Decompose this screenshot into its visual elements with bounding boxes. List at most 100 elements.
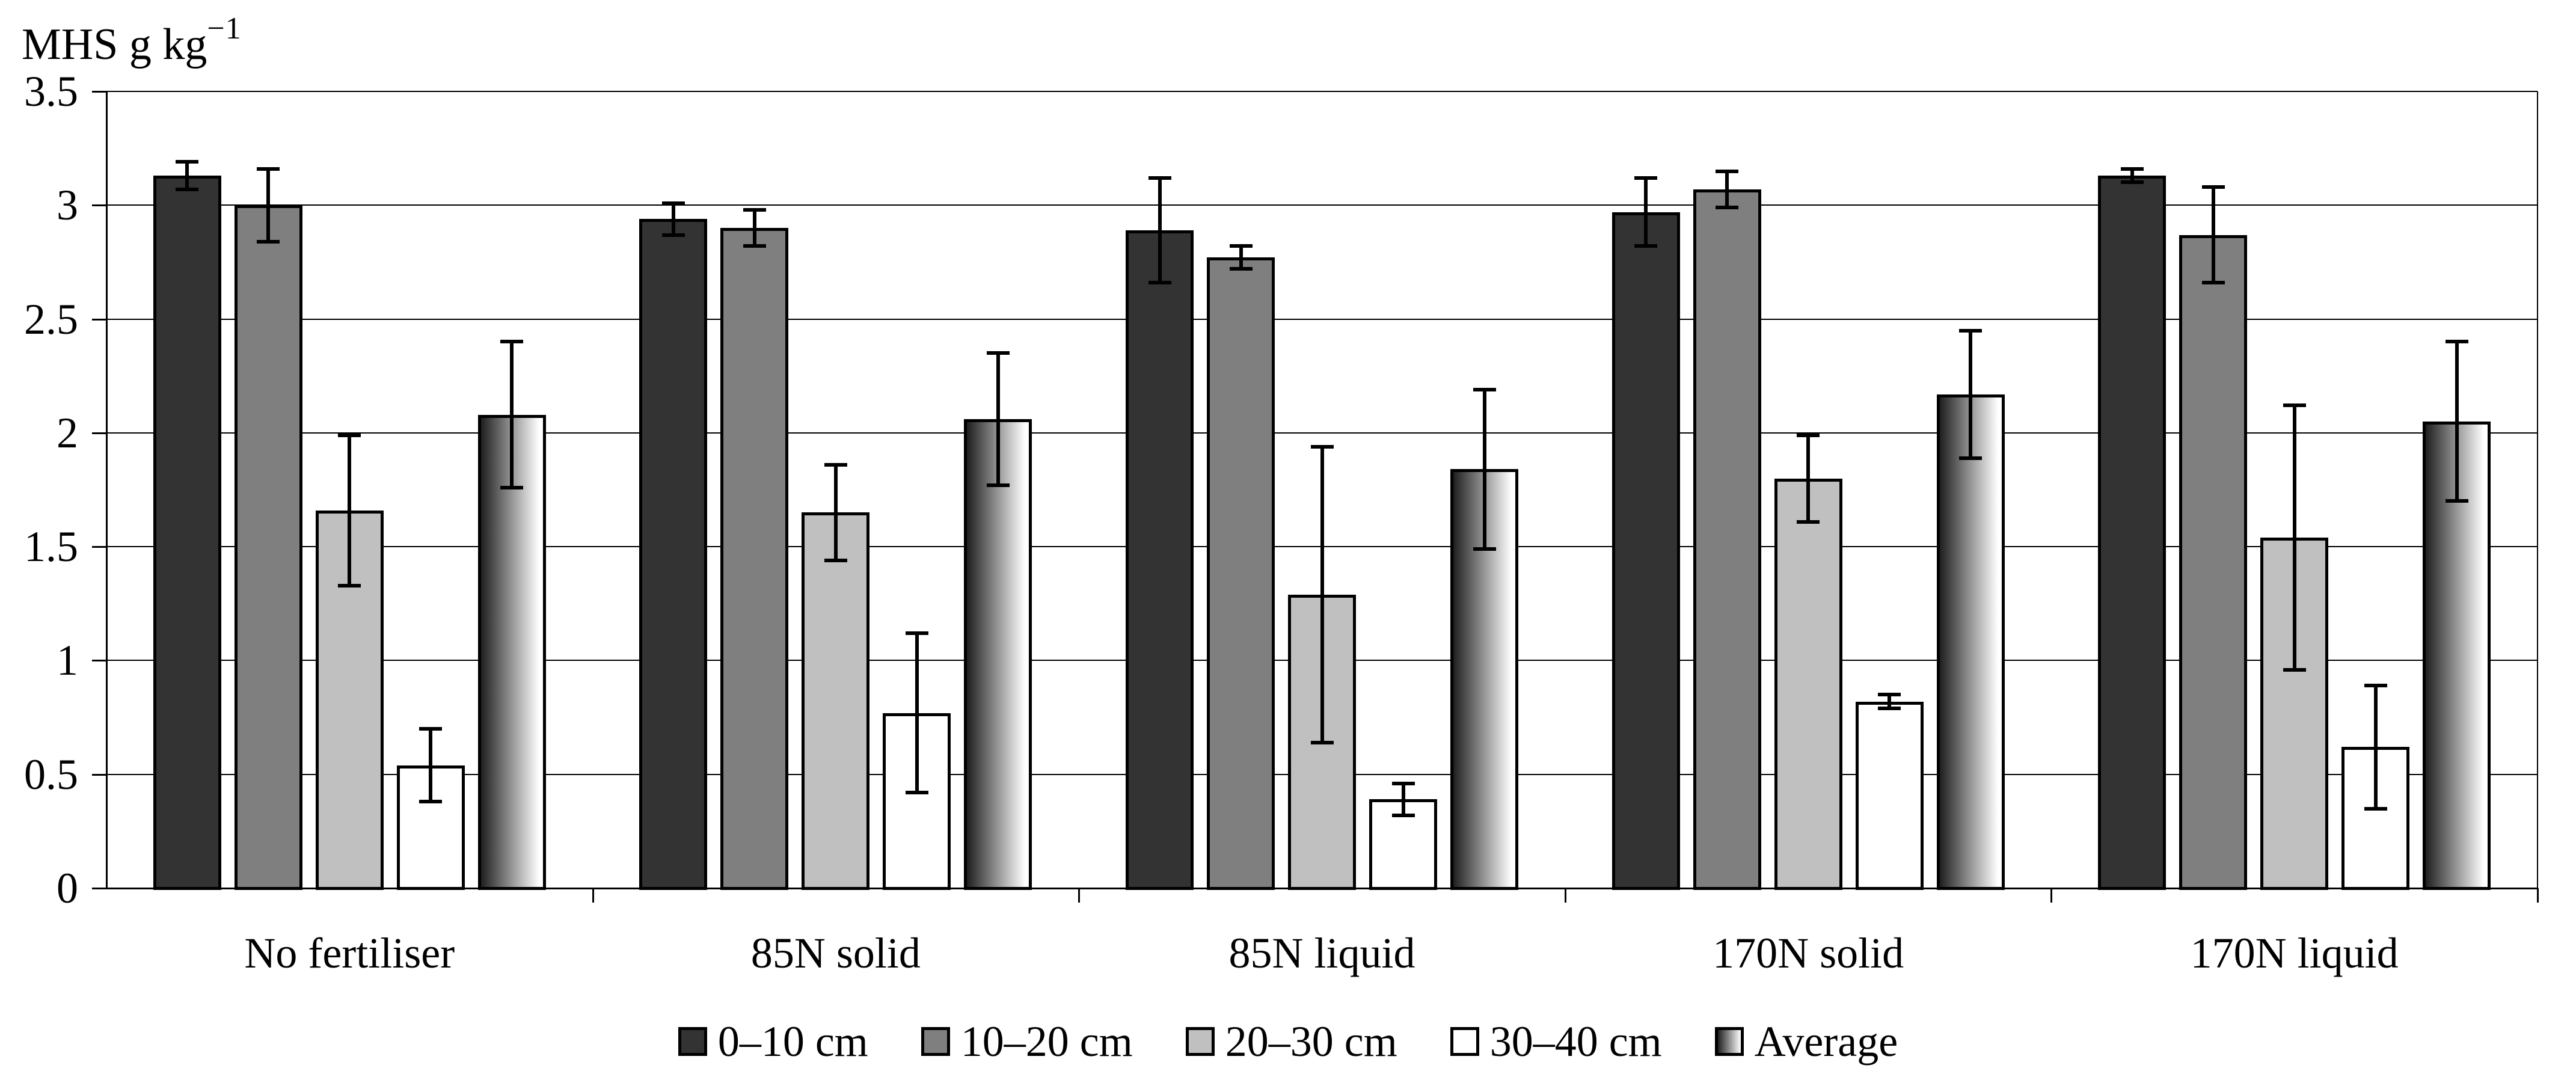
bar xyxy=(720,228,789,890)
y-axis-tick xyxy=(92,318,106,321)
gridline xyxy=(106,204,2538,206)
error-bar-cap-top xyxy=(2120,167,2144,171)
error-bar-line xyxy=(2292,405,2296,670)
y-axis-tick xyxy=(92,660,106,662)
bar xyxy=(1936,394,2005,890)
error-bar-cap-top xyxy=(500,340,524,344)
error-bar-cap-bottom xyxy=(1148,281,1171,284)
bar xyxy=(153,176,221,890)
error-bar-cap-top xyxy=(1634,176,1658,180)
error-bar-cap-top xyxy=(1716,169,1739,173)
x-axis-tick xyxy=(1564,888,1566,903)
error-bar-cap-top xyxy=(257,167,280,171)
legend-swatch-icon xyxy=(921,1027,950,1056)
error-bar-cap-top xyxy=(419,727,443,731)
error-bar-cap-bottom xyxy=(1959,456,1983,460)
error-bar-cap-bottom xyxy=(338,583,361,587)
legend-label: 20–30 cm xyxy=(1225,1017,1397,1066)
y-axis-tick xyxy=(92,432,106,434)
y-tick-label: 3.5 xyxy=(24,67,78,115)
error-bar-cap-bottom xyxy=(1634,244,1658,248)
error-bar-cap-bottom xyxy=(1473,547,1496,551)
legend: 0–10 cm 10–20 cm 20–30 cm 30–40 cm Average xyxy=(0,1015,2576,1068)
error-bar-cap-bottom xyxy=(2445,499,2468,503)
error-bar-cap-top xyxy=(176,160,199,164)
error-bar-cap-bottom xyxy=(661,233,685,237)
y-tick-label: 1.5 xyxy=(24,523,78,571)
legend-item: 10–20 cm xyxy=(921,1017,1133,1066)
error-bar-line xyxy=(1806,435,1811,522)
error-bar-line xyxy=(1888,695,1892,708)
bar xyxy=(1693,189,1761,890)
error-bar-cap-top xyxy=(1148,176,1171,180)
error-bar-cap-bottom xyxy=(1391,813,1415,817)
error-bar-line xyxy=(2455,342,2459,502)
error-bar-line xyxy=(1239,246,1243,269)
error-bar-line xyxy=(1320,446,1324,743)
x-axis-line xyxy=(106,888,2538,889)
error-bar-line xyxy=(348,435,352,586)
y-axis-title-text: MHS g kg xyxy=(22,20,207,69)
y-axis-line xyxy=(106,91,108,889)
error-bar-line xyxy=(1725,171,1729,208)
gridline xyxy=(106,432,2538,434)
error-bar-cap-top xyxy=(338,433,361,437)
legend-item: 0–10 cm xyxy=(678,1017,868,1066)
x-category-label: No fertiliser xyxy=(244,929,455,977)
error-bar-cap-top xyxy=(824,462,847,467)
plot-right-border xyxy=(2537,91,2538,888)
error-bar-line xyxy=(2130,168,2134,183)
error-bar-line xyxy=(1401,783,1405,815)
legend-item: 20–30 cm xyxy=(1185,1017,1397,1066)
y-tick-label: 0.5 xyxy=(24,750,78,799)
error-bar-cap-bottom xyxy=(905,791,928,794)
legend-swatch-icon xyxy=(678,1027,707,1056)
x-category-label: 170N solid xyxy=(1713,929,1904,977)
legend-swatch-icon xyxy=(1714,1027,1744,1056)
x-category-label: 85N liquid xyxy=(1228,929,1415,977)
y-tick-label: 1 xyxy=(57,636,78,685)
error-bar-line xyxy=(915,633,919,793)
gridline xyxy=(106,318,2538,320)
y-axis-title-exponent: −1 xyxy=(207,11,242,46)
x-category-label: 170N liquid xyxy=(2190,929,2399,977)
error-bar-cap-top xyxy=(743,207,766,212)
bar xyxy=(883,713,951,890)
error-bar-cap-top xyxy=(1878,693,1901,697)
y-axis-tick xyxy=(92,888,106,889)
x-axis-tick xyxy=(592,888,594,903)
error-bar-cap-bottom xyxy=(743,244,766,248)
x-category-label: 85N solid xyxy=(750,929,921,977)
legend-label: 30–40 cm xyxy=(1489,1017,1662,1066)
bar xyxy=(802,512,870,890)
legend-swatch-icon xyxy=(1450,1027,1479,1056)
error-bar-cap-top xyxy=(1473,387,1496,391)
error-bar-line xyxy=(185,162,189,189)
bar xyxy=(234,205,302,890)
error-bar-line xyxy=(752,209,756,247)
legend-item: Average xyxy=(1714,1017,1898,1066)
y-tick-label: 2.5 xyxy=(24,295,78,343)
bar xyxy=(639,219,708,890)
legend-label: 10–20 cm xyxy=(960,1017,1133,1066)
error-bar-line xyxy=(2211,187,2215,283)
error-bar-cap-bottom xyxy=(2364,806,2387,811)
bar xyxy=(964,419,1032,890)
error-bar-cap-bottom xyxy=(1229,267,1253,271)
bar xyxy=(1612,212,1680,890)
error-bar-line xyxy=(996,353,1000,485)
x-axis-tick xyxy=(2050,888,2053,903)
error-bar-line xyxy=(671,203,675,235)
error-bar-line xyxy=(429,729,433,802)
error-bar-cap-top xyxy=(905,631,928,635)
y-tick-label: 0 xyxy=(57,864,78,912)
bar xyxy=(1855,701,1924,890)
plot-top-border xyxy=(106,91,2538,92)
error-bar-line xyxy=(1644,177,1648,247)
bar xyxy=(1774,478,1842,890)
error-bar-line xyxy=(1158,177,1162,283)
y-axis-tick xyxy=(92,91,106,93)
error-bar-cap-bottom xyxy=(419,800,443,804)
error-bar-line xyxy=(2373,686,2378,809)
error-bar-cap-bottom xyxy=(986,483,1010,487)
